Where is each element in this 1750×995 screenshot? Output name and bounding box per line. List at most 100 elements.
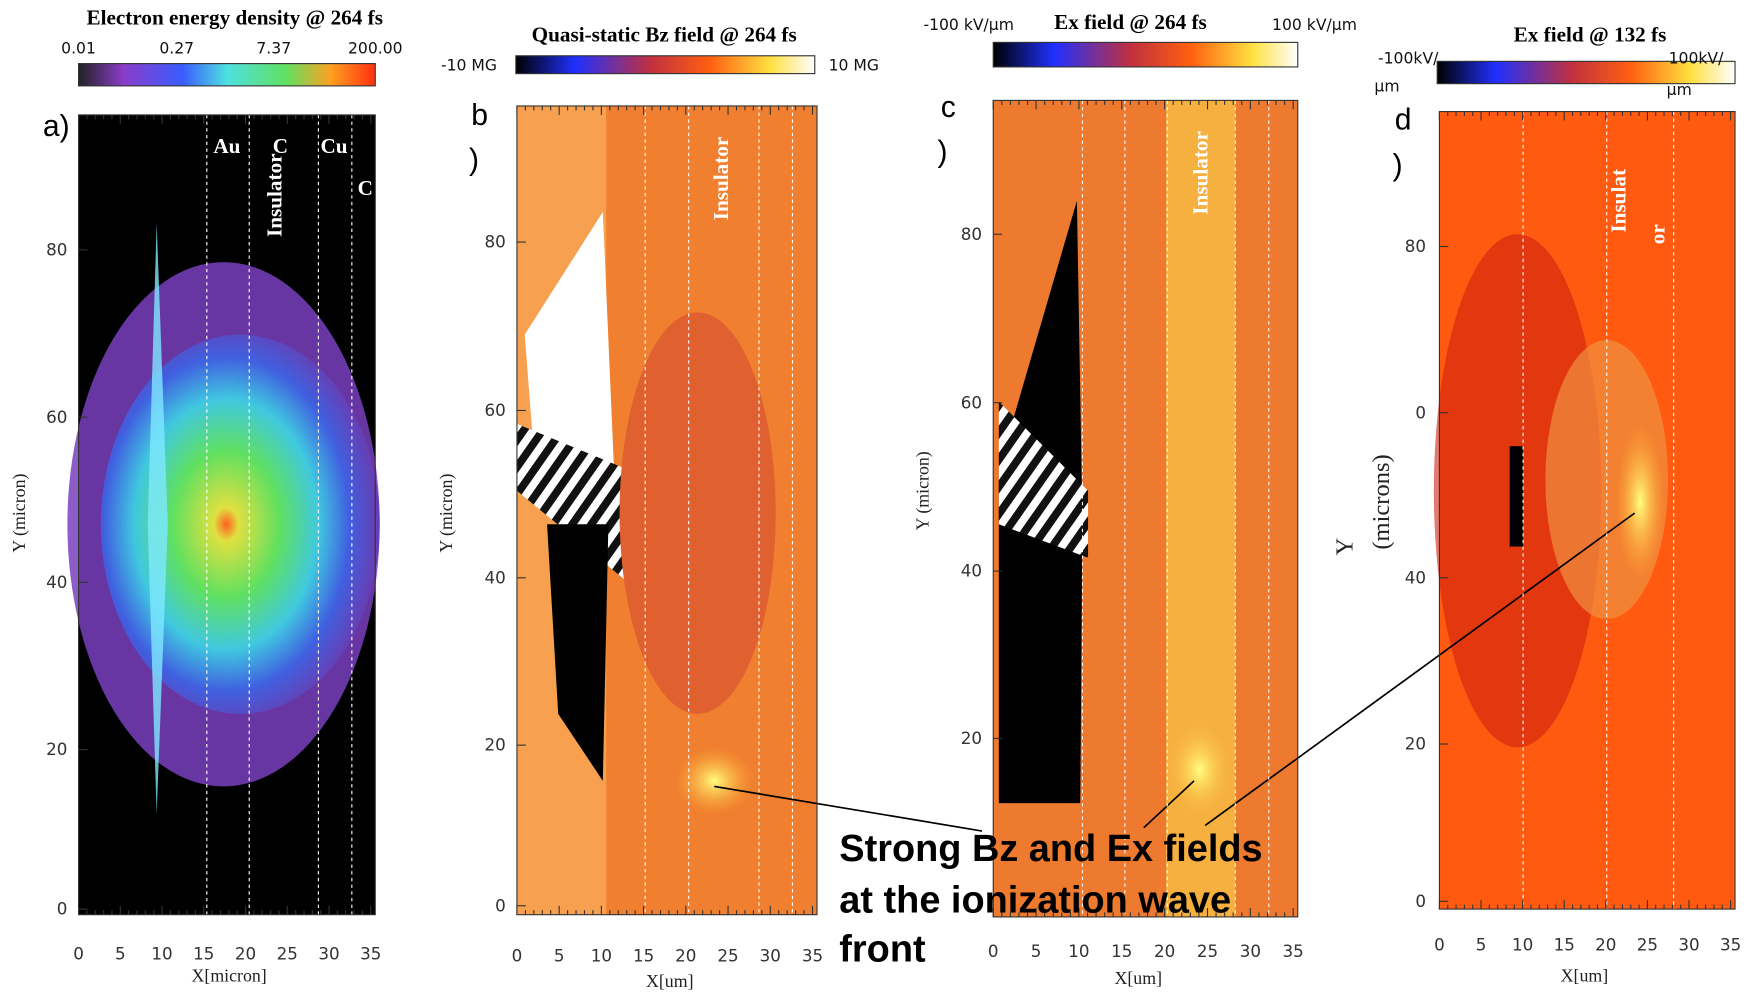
x-tick-label: 30	[318, 943, 339, 963]
y-tick-label: 20	[961, 728, 982, 748]
annotation: C	[273, 134, 288, 158]
y-tick-label: 60	[484, 400, 505, 420]
x-tick-label: 10	[1068, 941, 1089, 961]
x-tick-label: 25	[1197, 941, 1218, 961]
panel-label: d	[1395, 103, 1412, 136]
colorbar-label: µm	[1374, 77, 1399, 95]
colorbar-label: -100kV/	[1378, 50, 1439, 68]
x-tick-label: 35	[1283, 941, 1304, 961]
y-tick-label: 80	[46, 239, 67, 259]
plot-frame	[992, 99, 1299, 918]
callout-line	[714, 785, 983, 832]
colorbar	[515, 55, 816, 75]
colorbar-label: µm	[1667, 81, 1692, 99]
heat-region	[675, 747, 754, 815]
panel-label: c	[941, 91, 956, 124]
x-tick-label: 15	[1111, 941, 1132, 961]
x-tick-label: 25	[717, 946, 738, 966]
heat-spike	[147, 223, 168, 815]
colorbar	[1436, 60, 1736, 85]
y-tick-label: 60	[46, 407, 67, 427]
x-tick-label: 20	[1154, 941, 1175, 961]
x-tick-label: 0	[512, 946, 523, 966]
annotation: C	[358, 176, 373, 200]
x-axis-label: X[um]	[1561, 966, 1609, 986]
y-tick-label: 80	[1405, 236, 1426, 256]
annotation: or	[1646, 224, 1670, 244]
y-tick-label: 80	[961, 224, 982, 244]
heat-region	[1509, 446, 1524, 547]
colorbar-label: 0.27	[159, 40, 194, 58]
y-tick-label: 40	[484, 567, 505, 587]
plot-frame	[1438, 110, 1736, 910]
colorbar	[992, 41, 1299, 68]
plot-frame	[516, 105, 818, 916]
colorbar-label: 100kV/	[1669, 50, 1725, 68]
x-tick-label: 0	[988, 941, 999, 961]
x-tick-label: 0	[1434, 934, 1445, 954]
x-tick-label: 10	[1512, 934, 1533, 954]
x-tick-label: 30	[1240, 941, 1261, 961]
x-tick-label: 20	[1595, 934, 1616, 954]
y-tick-label: 20	[1405, 734, 1426, 754]
y-tick-label: 40	[961, 561, 982, 581]
heat-blob	[100, 334, 380, 714]
annotation: Au	[213, 134, 240, 158]
colorbar-label: 0.01	[61, 40, 96, 58]
panel-label: )	[469, 144, 479, 177]
y-tick-label: 0	[1415, 402, 1426, 422]
y-axis-label: Y (micron)	[913, 451, 934, 530]
x-tick-label: 10	[591, 946, 612, 966]
heat-region	[547, 524, 609, 781]
y-axis-label: (microns)	[1368, 454, 1395, 549]
heat-region	[1615, 423, 1665, 581]
x-tick-label: 35	[1720, 934, 1741, 954]
x-tick-label: 15	[1554, 934, 1575, 954]
colorbar-label: 200.00	[348, 40, 403, 58]
colorbar-label: -100 kV/µm	[923, 16, 1014, 34]
callout-line	[1204, 512, 1636, 827]
panel-title: Quasi-static Bz field @ 264 fs	[532, 22, 797, 46]
colorbar-label: 7.37	[256, 40, 291, 58]
x-tick-label: 0	[73, 943, 84, 963]
y-tick-label: 40	[1405, 567, 1426, 587]
x-tick-label: 35	[802, 946, 823, 966]
y-tick-label: 0	[1415, 891, 1426, 911]
x-tick-label: 25	[277, 943, 298, 963]
y-tick-label: 40	[46, 572, 67, 592]
panel-label: a)	[43, 110, 70, 143]
x-axis-label: X[um]	[1114, 968, 1162, 988]
panel-title: Ex field @ 132 fs	[1514, 22, 1667, 46]
x-tick-label: 20	[675, 946, 696, 966]
colorbar	[77, 63, 376, 87]
x-tick-label: 15	[633, 946, 654, 966]
y-axis-label: Y (micron)	[9, 474, 30, 553]
annotation: Insulator	[263, 153, 287, 237]
y-tick-label: 20	[484, 735, 505, 755]
x-tick-label: 5	[115, 943, 126, 963]
callout-text: at the ionization wave	[839, 879, 1231, 921]
heat-stripes	[998, 401, 1089, 558]
colorbar-label: -10 MG	[441, 56, 497, 74]
panel-title: Electron energy density @ 264 fs	[86, 6, 383, 30]
y-tick-label: 0	[495, 895, 506, 915]
x-axis-label: X[um]	[646, 971, 694, 991]
y-axis-label: Y (micron)	[436, 474, 457, 553]
colorbar-label: 10 MG	[829, 56, 879, 74]
y-tick-label: 0	[57, 899, 68, 919]
callout-line	[1143, 780, 1195, 829]
x-tick-label: 5	[1476, 934, 1487, 954]
y-tick-label: 60	[961, 392, 982, 412]
x-tick-label: 30	[760, 946, 781, 966]
y-tick-label: 80	[484, 232, 505, 252]
heat-region	[524, 211, 614, 480]
y-tick-label: 20	[46, 739, 67, 759]
x-axis-label: X[micron]	[192, 966, 267, 986]
y-axis-label: Y	[1331, 537, 1358, 555]
plot-frame	[77, 114, 376, 916]
panel-label: )	[1393, 149, 1403, 182]
x-tick-label: 30	[1678, 934, 1699, 954]
callout-lines	[714, 512, 1636, 832]
